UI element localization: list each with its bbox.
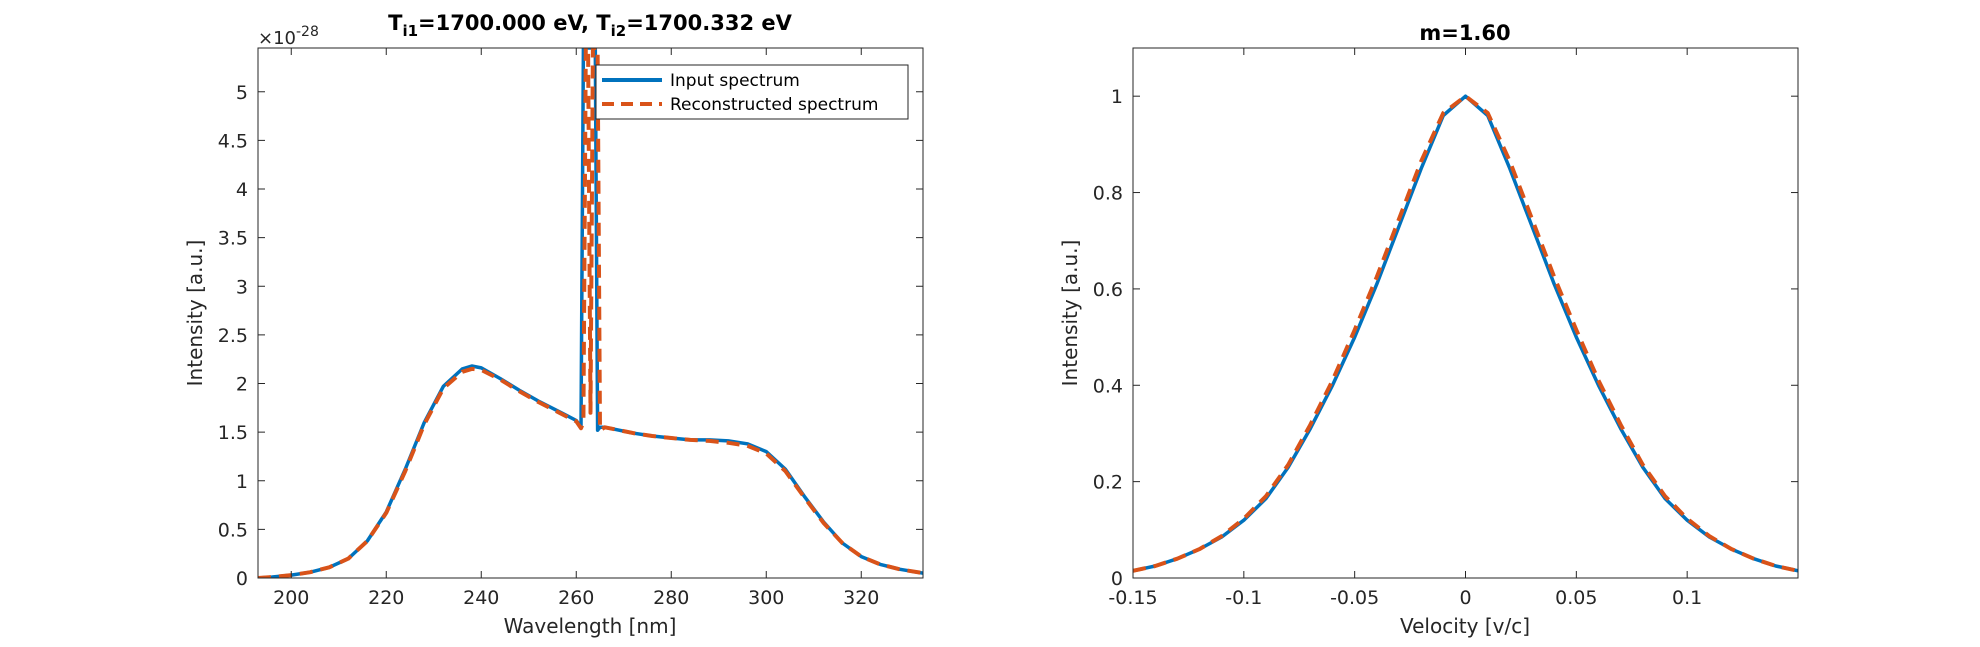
series-line-input bbox=[1133, 94, 1798, 573]
y-axis-label: Intensity [a.u.] bbox=[183, 240, 207, 387]
axis-ticks: 200 220 240 260 280 300 320 0 0.5 1 1.5 2 2.5 3 3.5 4 4.… bbox=[218, 48, 923, 609]
x-tick-label: 240 bbox=[463, 587, 499, 609]
axes-box bbox=[257, 47, 924, 579]
plot-area bbox=[1133, 48, 1798, 578]
legend-box bbox=[595, 64, 909, 120]
x-tick-label: 320 bbox=[843, 587, 879, 609]
x-axis-label: Wavelength [nm] bbox=[504, 614, 677, 638]
x-tick-label: -0.05 bbox=[1330, 587, 1379, 609]
legend-label-reconstructed: Reconstructed spectrum bbox=[670, 95, 878, 115]
velocity-lines bbox=[1133, 94, 1798, 573]
y-tick-label: 1 bbox=[1111, 86, 1123, 108]
chart-title: Ti1=1700.000 eV, Ti2=1700.332 eV bbox=[388, 11, 793, 40]
x-axis-label: Velocity [v/c] bbox=[1400, 614, 1530, 638]
chart-title: m=1.60 bbox=[1419, 21, 1510, 45]
spectrum-lines bbox=[258, 48, 923, 578]
y-tick-label: 3.5 bbox=[218, 228, 248, 250]
x-tick-label: 300 bbox=[748, 587, 784, 609]
x-tick-label: -0.1 bbox=[1225, 587, 1262, 609]
y-tick-label: 1.5 bbox=[218, 422, 248, 444]
y-tick-label: 0 bbox=[1111, 568, 1123, 590]
y-tick-label: 0.2 bbox=[1093, 472, 1123, 494]
x-tick-label: 0.1 bbox=[1672, 587, 1702, 609]
velocity-chart: -0.15 -0.1 -0.05 0 0.05 0.1 0 0.2 0.4 0.6 0.8 1 m=1… bbox=[1058, 21, 1799, 638]
y-tick-label: 4 bbox=[236, 179, 248, 201]
legend: Input spectrum Reconstructed spectrum bbox=[595, 64, 909, 120]
x-tick-label: 260 bbox=[558, 587, 594, 609]
x-tick-label: 0.05 bbox=[1555, 587, 1597, 609]
y-tick-label: 2 bbox=[236, 374, 248, 396]
y-tick-label: 0 bbox=[236, 568, 248, 590]
y-axis-label: Intensity [a.u.] bbox=[1058, 240, 1082, 387]
x-tick-label: 0 bbox=[1459, 587, 1471, 609]
series-line-reconstructed bbox=[258, 48, 923, 578]
y-tick-label: 1 bbox=[236, 471, 248, 493]
y-exponent: ×10-28 bbox=[258, 24, 319, 49]
legend-label-input: Input spectrum bbox=[670, 71, 800, 91]
x-tick-label: -0.15 bbox=[1108, 587, 1157, 609]
x-tick-label: 220 bbox=[368, 587, 404, 609]
y-tick-label: 4.5 bbox=[218, 130, 248, 152]
spectrum-chart: 200 220 240 260 280 300 320 0 0.5 1 1.5 2 2.5 3 3.5 4 4.… bbox=[183, 11, 924, 638]
y-tick-label: 0.6 bbox=[1093, 279, 1123, 301]
x-tick-label: 200 bbox=[273, 587, 309, 609]
y-tick-label: 0.8 bbox=[1093, 183, 1123, 205]
y-tick-label: 5 bbox=[236, 82, 248, 104]
y-tick-label: 0.4 bbox=[1093, 375, 1123, 397]
x-tick-label: 280 bbox=[653, 587, 689, 609]
y-tick-label: 3 bbox=[236, 276, 248, 298]
y-tick-label: 2.5 bbox=[218, 325, 248, 347]
axis-ticks: -0.15 -0.1 -0.05 0 0.05 0.1 0 0.2 0.4 0.6 0.8 1 bbox=[1093, 48, 1798, 609]
y-tick-label: 0.5 bbox=[218, 519, 248, 541]
